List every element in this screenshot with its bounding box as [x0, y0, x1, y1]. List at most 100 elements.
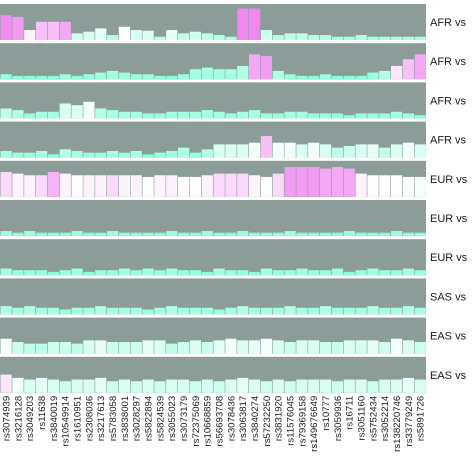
bar-rs3838001 — [118, 268, 131, 276]
bar-rs10777 — [320, 306, 332, 315]
bar-rs33779249 — [402, 232, 415, 236]
bar-rs3049203 — [24, 270, 36, 276]
bar-rs72375069 — [189, 176, 202, 197]
bar-rs5783058 — [107, 175, 119, 197]
bar-rs3028297 — [130, 30, 142, 40]
x-tick-label: rs138220746 — [392, 396, 403, 452]
bar-rs10777 — [320, 342, 332, 354]
bar-rs3217613 — [95, 28, 107, 40]
bar-rs3838001 — [118, 307, 131, 315]
bar-rs3028297 — [130, 307, 142, 315]
x-tick-label: rs3051160 — [356, 396, 367, 441]
bar-rs3063817 — [237, 231, 249, 236]
bar-rs72375069 — [189, 152, 202, 158]
bar-rs3049203 — [24, 75, 36, 80]
bar-rs79369158 — [296, 33, 308, 40]
x-tick-label: rs3840019 — [49, 396, 60, 441]
bar-rs3028297 — [130, 232, 142, 236]
bar-rs3078436 — [225, 69, 237, 80]
bar-rs16711 — [343, 307, 355, 315]
bar-rs33779249 — [402, 142, 415, 158]
bar-rs72375069 — [189, 232, 202, 236]
bar-rs3028297 — [130, 150, 142, 158]
bar-rs10549914 — [59, 103, 71, 119]
bar-rs11638 — [36, 343, 48, 354]
bar-rs56693708 — [213, 35, 225, 40]
x-tick-label: rs33779249 — [404, 396, 415, 447]
bar-rs3216128 — [12, 152, 24, 158]
bar-rs3831920 — [272, 173, 284, 197]
bar-rs3055023 — [166, 343, 178, 354]
bar-rs3217613 — [95, 306, 107, 315]
bar-rs3052214 — [379, 113, 391, 119]
bar-rs3063817 — [237, 270, 249, 276]
panel-background — [0, 278, 426, 315]
bar-rs138220746 — [391, 111, 403, 119]
bar-rs3073179 — [178, 111, 190, 119]
bar-rs5891726 — [414, 379, 426, 393]
bar-rs11638 — [36, 150, 48, 158]
bar-rs3840019 — [47, 271, 60, 276]
x-tick-label: rs2308036 — [84, 396, 95, 441]
bar-rs56693708 — [213, 69, 225, 80]
bar-rs149676649 — [308, 142, 320, 158]
bar-rs5783058 — [107, 270, 119, 276]
bar-rs3028297 — [130, 74, 142, 80]
bar-rs72375069 — [189, 31, 202, 40]
panel-5 — [0, 160, 426, 197]
bar-rs10777 — [320, 144, 332, 158]
bar-rs138220746 — [391, 379, 403, 393]
bar-rs149676649 — [308, 307, 320, 315]
bar-rs138220746 — [391, 338, 403, 354]
bar-rs5891726 — [414, 176, 426, 197]
bar-rs5752434 — [367, 175, 379, 197]
bar-rs3840019 — [47, 154, 60, 158]
x-tick-label: rs79369158 — [297, 396, 308, 447]
bar-rs2308036 — [83, 271, 95, 276]
bar-rs1610951 — [71, 268, 83, 276]
bar-rs5891726 — [414, 144, 426, 158]
bar-rs3059936 — [331, 232, 344, 236]
bar-rs3052214 — [379, 232, 391, 236]
row-label: AFR vs — [430, 17, 467, 29]
bar-rs10549914 — [59, 270, 71, 276]
bar-rs3840019 — [47, 171, 60, 197]
bar-rs3051160 — [355, 35, 367, 40]
bar-rs3840019 — [47, 111, 60, 119]
bar-rs5752434 — [367, 232, 379, 236]
bar-rs5752434 — [367, 72, 379, 80]
panel-1 — [0, 4, 426, 41]
bar-rs5783058 — [107, 70, 119, 80]
bar-rs72375069 — [189, 340, 202, 354]
bar-rs10549914 — [59, 381, 71, 393]
row-label: AFR vs — [430, 95, 467, 107]
bar-rs3073179 — [178, 176, 190, 197]
bar-rs3217613 — [95, 72, 107, 80]
bar-rs33779249 — [402, 340, 415, 354]
bar-rs3052214 — [379, 36, 391, 40]
x-tick-label: rs10549914 — [61, 395, 72, 446]
bar-rs3063817 — [237, 144, 249, 158]
bar-rs10549914 — [59, 21, 71, 40]
bar-rs138220746 — [391, 307, 403, 315]
bar-rs2308036 — [83, 101, 95, 119]
bar-rs3831920 — [272, 232, 284, 236]
bar-rs3217613 — [95, 152, 107, 158]
x-tick-label: rs3059936 — [333, 396, 344, 441]
bar-rs72375069 — [189, 381, 202, 393]
x-tick-label: rs56693708 — [214, 396, 225, 447]
bar-rs5824539 — [154, 75, 166, 80]
bar-rs10668859 — [201, 342, 213, 354]
bar-rs3059936 — [331, 381, 344, 393]
bar-rs16711 — [343, 146, 355, 158]
bar-rs3074939 — [0, 231, 12, 236]
bar-rs5752434 — [367, 381, 379, 393]
bar-rs3078436 — [225, 270, 237, 276]
bar-rs33779249 — [402, 36, 415, 40]
bar-rs3051160 — [355, 270, 367, 276]
bar-rs10668859 — [201, 379, 213, 393]
bar-rs3838001 — [118, 379, 131, 393]
row-label: EUR vs — [430, 213, 468, 225]
bar-rs10668859 — [201, 175, 213, 197]
panel-8 — [0, 278, 426, 315]
